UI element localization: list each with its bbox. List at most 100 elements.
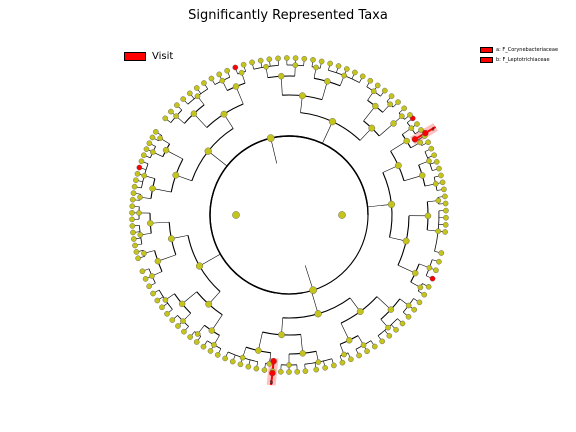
taxon-node	[419, 172, 426, 179]
class-swatch	[124, 52, 146, 61]
taxon-node	[402, 237, 410, 245]
taxon-node	[277, 368, 284, 375]
taxon-node	[142, 276, 149, 282]
taxon-node	[208, 75, 215, 82]
taxon-node	[412, 269, 419, 277]
clade-swatch	[480, 47, 493, 53]
taxon-node	[187, 334, 193, 340]
taxon-node	[239, 354, 246, 361]
taxon-node	[431, 152, 437, 158]
taxon-node	[310, 57, 316, 63]
taxon-node	[416, 299, 423, 306]
taxon-node	[193, 85, 200, 91]
taxon-node	[200, 343, 207, 350]
taxon-node	[401, 105, 407, 112]
taxon-node	[139, 268, 146, 275]
taxon-node	[421, 291, 428, 298]
taxon-node	[381, 87, 388, 94]
taxon-node	[195, 262, 204, 270]
taxon-node	[438, 250, 445, 256]
taxon-node	[439, 179, 446, 186]
taxon-node	[133, 249, 140, 255]
taxon-node	[294, 368, 301, 375]
tree-edge	[311, 290, 319, 314]
tree-nodes	[129, 55, 449, 377]
taxon-node	[309, 286, 317, 295]
tree-arc	[226, 135, 323, 167]
taxon-node	[253, 365, 260, 372]
taxon-node	[292, 55, 299, 61]
taxon-node	[414, 121, 420, 127]
taxon-node	[426, 264, 433, 271]
highlighted-node	[422, 129, 429, 137]
taxon-node	[394, 162, 402, 169]
tree-edge	[270, 138, 278, 164]
taxon-node	[237, 361, 244, 368]
tree-edge	[367, 204, 392, 208]
taxon-node	[134, 171, 141, 177]
taxon-node	[180, 96, 186, 102]
taxon-node	[149, 134, 156, 141]
taxon-node	[204, 147, 212, 155]
highlighted-node	[270, 357, 277, 365]
taxon-node	[245, 363, 252, 370]
taxon-node	[360, 342, 367, 348]
highlighted-node	[429, 275, 436, 282]
taxon-node	[207, 348, 214, 354]
taxon-node	[286, 362, 292, 368]
tree-edge	[199, 253, 221, 267]
taxon-node	[328, 118, 337, 126]
taxon-node	[190, 110, 198, 117]
taxon-node	[367, 77, 374, 84]
taxon-node	[193, 339, 200, 345]
taxon-node	[331, 362, 337, 369]
taxon-node	[424, 212, 432, 220]
taxon-node	[141, 152, 147, 158]
taxon-node	[162, 297, 169, 303]
taxon-node	[130, 190, 137, 196]
taxon-node	[386, 332, 393, 339]
taxon-node	[240, 61, 247, 68]
taxon-node	[435, 197, 442, 204]
taxon-node	[232, 211, 240, 219]
taxon-node	[249, 59, 255, 66]
taxon-node	[335, 63, 342, 69]
taxon-node	[150, 290, 156, 297]
taxon-node	[133, 177, 139, 184]
taxon-node	[141, 250, 147, 257]
taxon-node	[147, 220, 154, 227]
taxon-node	[387, 101, 393, 108]
taxon-node	[318, 58, 325, 65]
taxon-node	[175, 323, 181, 329]
taxon-node	[425, 283, 432, 290]
tree-arc	[219, 206, 369, 295]
taxon-node	[327, 60, 333, 67]
clade-swatch	[480, 57, 493, 63]
highlighted-node	[136, 164, 143, 171]
figure-title: Significantly Represented Taxa	[188, 8, 388, 23]
taxon-node	[132, 242, 138, 249]
taxon-node	[172, 171, 180, 179]
taxon-node	[168, 108, 174, 115]
class-legend: Visit	[124, 51, 173, 62]
taxon-node	[278, 73, 285, 80]
taxon-node	[436, 258, 442, 265]
taxon-node	[379, 338, 385, 345]
taxon-node	[130, 229, 136, 236]
taxon-node	[299, 350, 306, 357]
taxon-node	[315, 359, 322, 365]
taxon-node	[395, 99, 401, 105]
taxon-node	[408, 125, 415, 131]
taxon-node	[314, 310, 322, 318]
taxon-node	[403, 137, 410, 145]
taxon-node	[343, 66, 350, 72]
taxon-node	[372, 102, 379, 110]
taxon-node	[338, 211, 346, 219]
taxon-node	[224, 67, 230, 74]
taxon-node	[348, 356, 354, 363]
clade-legend-item: b: F_Leptotrichiaceae	[480, 55, 558, 65]
taxon-node	[385, 324, 391, 331]
taxon-node	[266, 134, 275, 142]
taxon-node	[436, 165, 442, 172]
taxon-node	[442, 200, 449, 207]
